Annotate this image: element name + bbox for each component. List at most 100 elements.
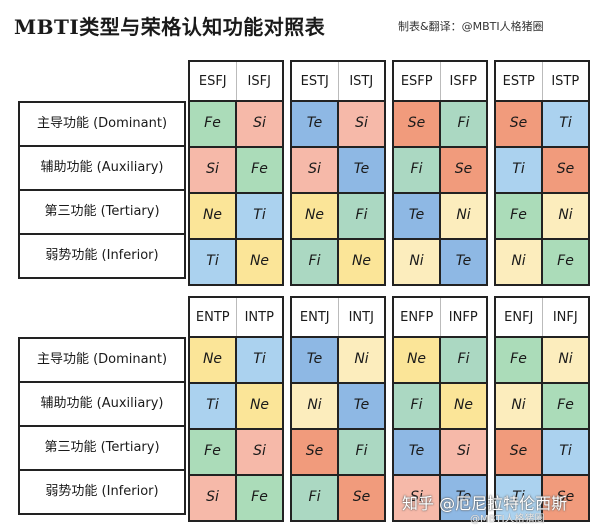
function-cell: Te	[337, 148, 386, 192]
function-cell: Si	[439, 430, 488, 474]
type-label: INFJ	[541, 298, 589, 336]
function-cell: Ti	[235, 338, 284, 382]
function-cell: Te	[392, 430, 439, 474]
type-label: ISFP	[439, 62, 487, 100]
function-cell: Ni	[337, 338, 386, 382]
function-row: Fi Ne	[392, 382, 488, 428]
type-group-header: ESFJ ISFJ	[188, 60, 284, 100]
type-label: ISFJ	[235, 62, 283, 100]
function-cell: Ne	[392, 338, 439, 382]
function-cell: Ni	[541, 194, 590, 238]
function-cell: Se	[337, 476, 386, 520]
function-row: Ne Fi	[290, 192, 386, 238]
function-row: Ti Ne	[188, 238, 284, 286]
type-label: ENFJ	[504, 310, 534, 325]
type-group: ENFJ INFJ Fe Ni Ni Fe Se Ti Ti Se	[494, 296, 590, 522]
function-row: Se Ti	[494, 100, 590, 146]
row-label-dominant: 主导功能 (Dominant)	[18, 103, 186, 147]
function-cell: Ti	[494, 148, 541, 192]
function-row: Te Si	[290, 100, 386, 146]
function-row: Fi Se	[290, 474, 386, 522]
function-cell: Fi	[439, 338, 488, 382]
function-cell: Ne	[337, 240, 386, 284]
function-cell: Ni	[392, 240, 439, 284]
function-row: Fe Si	[188, 100, 284, 146]
function-row: Fe Si	[188, 428, 284, 474]
row-labels: 主导功能 (Dominant) 辅助功能 (Auxiliary) 第三功能 (T…	[18, 101, 186, 279]
row-label-dominant: 主导功能 (Dominant)	[18, 339, 186, 383]
function-cell: Ti	[494, 476, 541, 520]
type-label: ISTJ	[337, 62, 385, 100]
function-row: Se Fi	[392, 100, 488, 146]
type-group: ESFJ ISFJ Fe Si Si Fe Ne Ti Ti Ne	[188, 60, 284, 286]
function-row: Te Ni	[392, 192, 488, 238]
function-cell: Ti	[235, 194, 284, 238]
function-cell: Si	[235, 430, 284, 474]
row-label-auxiliary: 辅助功能 (Auxiliary)	[18, 147, 186, 191]
function-cell: Te	[290, 102, 337, 146]
type-group-header: ESTP ISTP	[494, 60, 590, 100]
function-cell: Ne	[188, 338, 235, 382]
type-label: ESTJ	[300, 74, 329, 89]
function-cell: Ne	[235, 240, 284, 284]
function-cell: Se	[494, 102, 541, 146]
type-label: ISTP	[541, 62, 589, 100]
function-cell: Fi	[337, 430, 386, 474]
function-cell: Te	[439, 476, 488, 520]
function-cell: Fi	[337, 194, 386, 238]
function-cell: Se	[392, 102, 439, 146]
function-row: Fe Ni	[494, 336, 590, 382]
function-cell: Fi	[290, 240, 337, 284]
type-group: ENTJ INTJ Te Ni Ni Te Se Fi Fi Se	[290, 296, 386, 522]
function-row: Fi Ne	[290, 238, 386, 286]
function-cell: Te	[392, 194, 439, 238]
function-row: Si Te	[290, 146, 386, 192]
function-cell: Ne	[290, 194, 337, 238]
function-row: Si Fe	[188, 146, 284, 192]
function-cell: Fe	[235, 476, 284, 520]
function-cell: Te	[439, 240, 488, 284]
function-cell: Ti	[541, 102, 590, 146]
credit-text: 制表&翻译：@MBTI人格猪圈	[398, 20, 544, 33]
page-title: MBTI类型与荣格认知功能对照表	[14, 15, 326, 39]
row-label-auxiliary: 辅助功能 (Auxiliary)	[18, 383, 186, 427]
type-group-header: ENTJ INTJ	[290, 296, 386, 336]
function-row: Ti Ne	[188, 382, 284, 428]
type-label: ENTP	[195, 310, 230, 325]
function-cell: Si	[235, 102, 284, 146]
type-group-header: ESFP ISFP	[392, 60, 488, 100]
function-cell: Fe	[235, 148, 284, 192]
type-group-header: ENTP INTP	[188, 296, 284, 336]
function-row: Fi Se	[392, 146, 488, 192]
row-label-inferior: 弱势功能 (Inferior)	[18, 471, 186, 515]
type-label: ESTP	[502, 74, 535, 89]
function-cell: Fi	[439, 102, 488, 146]
function-row: Si Fe	[188, 474, 284, 522]
row-label-tertiary: 第三功能 (Tertiary)	[18, 427, 186, 471]
function-row: Se Ti	[494, 428, 590, 474]
function-cell: Ne	[188, 194, 235, 238]
function-cell: Si	[337, 102, 386, 146]
row-label-tertiary: 第三功能 (Tertiary)	[18, 191, 186, 235]
function-row: Te Si	[392, 428, 488, 474]
function-row: Te Ni	[290, 336, 386, 382]
function-cell: Ti	[541, 430, 590, 474]
function-row: Ni Te	[392, 238, 488, 286]
type-label: ENFP	[400, 310, 434, 325]
function-row: Ni Fe	[494, 238, 590, 286]
function-row: Ne Ti	[188, 192, 284, 238]
row-label-inferior: 弱势功能 (Inferior)	[18, 235, 186, 279]
function-cell: Fe	[494, 194, 541, 238]
function-row: Ne Fi	[392, 336, 488, 382]
function-cell: Ni	[439, 194, 488, 238]
function-cell: Se	[290, 430, 337, 474]
function-row: Fe Ni	[494, 192, 590, 238]
function-cell: Fi	[392, 384, 439, 428]
function-cell: Te	[337, 384, 386, 428]
function-cell: Ti	[188, 384, 235, 428]
function-cell: Fe	[188, 102, 235, 146]
function-cell: Fe	[541, 384, 590, 428]
type-label: INTJ	[337, 298, 385, 336]
type-group-header: ESTJ ISTJ	[290, 60, 386, 100]
function-cell: Si	[392, 476, 439, 520]
